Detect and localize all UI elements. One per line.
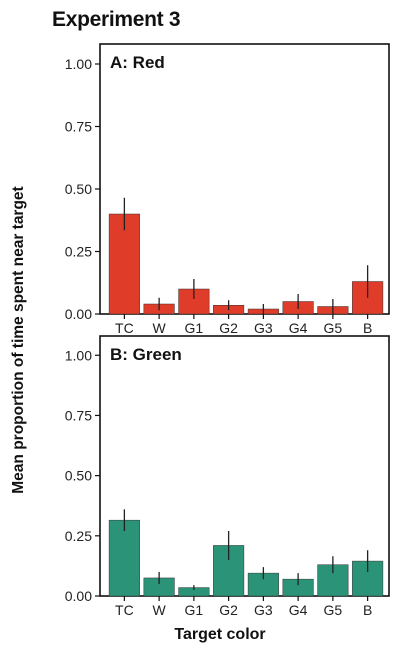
bar [108,519,140,597]
bar [108,213,140,315]
x-tick-label: B [363,602,372,618]
y-tick-label: 0.00 [65,588,92,604]
x-tick-label: TC [115,602,134,618]
x-tick-label: G3 [254,602,273,618]
y-tick-label: 0.75 [65,119,92,135]
bar [213,545,245,597]
x-tick-label: G2 [219,602,238,618]
y-tick-label: 0.50 [65,468,92,484]
y-tick-label: 0.25 [65,528,92,544]
x-tick-label: G1 [185,320,204,336]
y-tick-label: 1.00 [65,347,92,363]
x-tick-label: TC [115,320,134,336]
x-tick-label: G5 [324,602,343,618]
x-tick-label: G4 [289,320,308,336]
x-tick-label: G1 [185,602,204,618]
x-axis-label: Target color [174,626,266,643]
x-tick-label: B [363,320,372,336]
y-tick-label: 0.75 [65,407,92,423]
figure-title: Experiment 3 [52,8,181,31]
x-tick-label: G2 [219,320,238,336]
panel-green: B: Green 0.00 0.25 0.50 0.75 1.00 TC W G1 G2 G3 G4 G… [65,335,390,618]
panel-title: A: Red [110,53,165,72]
y-tick-label: 0.00 [65,306,92,322]
panel-red: A: Red 0.00 0.25 0.50 0.75 1.00 TC W G1 G2 G3 G4 G5 B [65,43,390,336]
x-tick-label: G3 [254,320,273,336]
y-tick-label: 1.00 [65,56,92,72]
x-tick-label: W [153,320,167,336]
panel-frame [99,335,390,597]
y-tick-label: 0.25 [65,244,92,260]
x-tick-label: W [153,602,167,618]
panel-title: B: Green [110,345,182,364]
x-tick-label: G5 [324,320,343,336]
y-tick-label: 0.50 [65,181,92,197]
panel-frame [99,43,390,315]
x-tick-label: G4 [289,602,308,618]
